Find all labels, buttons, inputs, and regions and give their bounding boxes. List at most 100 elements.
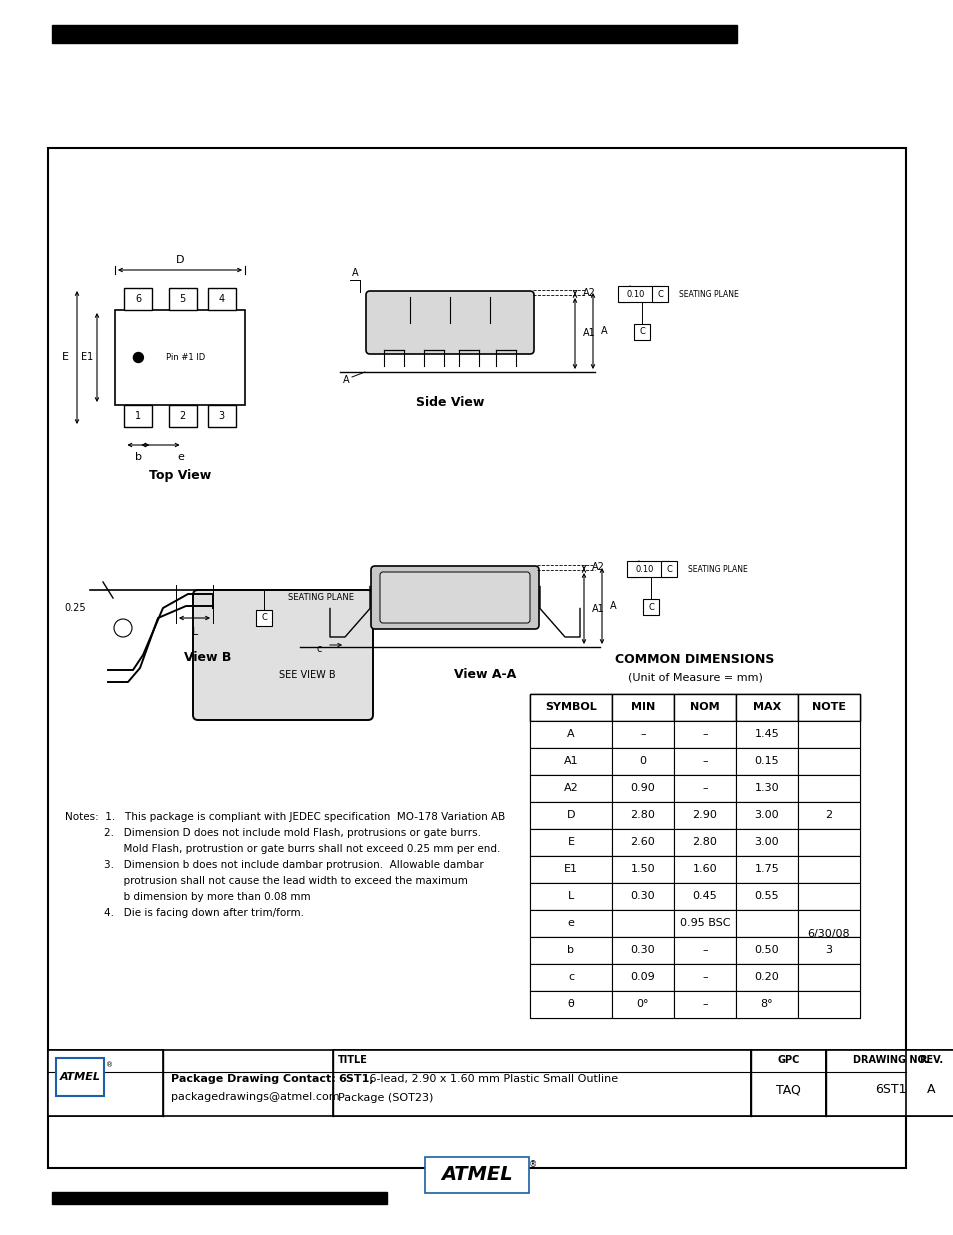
Bar — [660, 561, 677, 577]
Bar — [642, 599, 659, 615]
Text: E: E — [61, 352, 69, 363]
Text: θ: θ — [567, 999, 574, 1009]
Circle shape — [113, 619, 132, 637]
Text: 2.60: 2.60 — [630, 837, 655, 847]
Text: A: A — [609, 601, 616, 611]
Text: Pin #1 ID: Pin #1 ID — [166, 353, 206, 362]
Text: SYMBOL: SYMBOL — [544, 703, 597, 713]
Bar — [530, 965, 859, 990]
Text: 2: 2 — [179, 411, 186, 421]
Text: 0°: 0° — [636, 999, 649, 1009]
Text: 1.45: 1.45 — [754, 730, 779, 740]
Bar — [673, 856, 735, 883]
Bar — [530, 937, 859, 965]
Text: A2: A2 — [563, 783, 578, 794]
Bar — [673, 802, 735, 829]
Text: SEE VIEW B: SEE VIEW B — [278, 671, 335, 680]
Bar — [115, 310, 245, 405]
Text: 2.80: 2.80 — [630, 810, 655, 820]
Text: DRAWING NO.: DRAWING NO. — [852, 1055, 928, 1065]
Text: A2: A2 — [592, 562, 604, 573]
Bar — [48, 148, 905, 1168]
Text: L: L — [567, 892, 574, 902]
Bar — [530, 937, 612, 965]
Text: A: A — [567, 730, 575, 740]
Text: –: – — [701, 783, 707, 794]
Text: C: C — [647, 603, 653, 611]
Bar — [208, 405, 235, 427]
Text: A: A — [925, 1083, 934, 1097]
Text: b: b — [567, 946, 574, 956]
Text: 6/30/08: 6/30/08 — [806, 929, 849, 939]
Bar — [530, 990, 859, 1018]
Text: (Unit of Measure = mm): (Unit of Measure = mm) — [627, 673, 761, 683]
Text: C: C — [657, 289, 662, 299]
Bar — [735, 910, 797, 937]
Circle shape — [133, 352, 143, 363]
Bar — [735, 802, 797, 829]
Bar — [530, 883, 859, 910]
Bar — [735, 829, 797, 856]
Bar — [673, 694, 735, 721]
Bar — [797, 721, 859, 748]
Bar — [530, 829, 859, 856]
Text: 3.   Dimension b does not include dambar protrusion.  Allowable dambar: 3. Dimension b does not include dambar p… — [65, 860, 483, 869]
Bar — [530, 721, 612, 748]
Text: C: C — [665, 564, 671, 573]
Text: A1: A1 — [563, 757, 578, 767]
Bar — [612, 937, 673, 965]
Text: TAQ: TAQ — [775, 1083, 801, 1097]
Bar — [530, 910, 859, 937]
Text: GPC: GPC — [777, 1055, 799, 1065]
Bar — [530, 694, 612, 721]
Text: L: L — [192, 627, 198, 637]
Bar — [530, 748, 859, 776]
Bar — [651, 287, 667, 303]
Text: E1: E1 — [563, 864, 578, 874]
Bar — [735, 965, 797, 990]
Text: 0.15: 0.15 — [754, 757, 779, 767]
Bar — [612, 856, 673, 883]
FancyBboxPatch shape — [193, 590, 373, 720]
Bar — [52, 25, 737, 43]
Bar — [797, 694, 859, 721]
Text: 2.90: 2.90 — [692, 810, 717, 820]
Bar — [673, 883, 735, 910]
Text: C: C — [639, 327, 644, 336]
Text: NOTE: NOTE — [811, 703, 845, 713]
Text: A2: A2 — [582, 288, 596, 298]
Bar — [530, 856, 612, 883]
Text: A: A — [352, 268, 358, 278]
Text: 0.25: 0.25 — [64, 603, 86, 613]
Bar — [169, 405, 196, 427]
Bar — [612, 910, 673, 937]
Text: 3: 3 — [824, 946, 832, 956]
Text: MAX: MAX — [752, 703, 781, 713]
Bar — [48, 1050, 905, 1116]
Text: 3: 3 — [218, 411, 224, 421]
Bar — [530, 802, 859, 829]
Bar — [673, 829, 735, 856]
Text: Notes:  1.   This package is compliant with JEDEC specification  MO-178 Variatio: Notes: 1. This package is compliant with… — [65, 811, 505, 823]
FancyBboxPatch shape — [371, 566, 538, 629]
Text: –: – — [701, 972, 707, 983]
Text: A: A — [343, 375, 350, 385]
Text: 8°: 8° — [760, 999, 773, 1009]
Text: 3.00: 3.00 — [754, 837, 779, 847]
Bar — [797, 856, 859, 883]
Text: e: e — [567, 919, 574, 929]
Bar — [735, 937, 797, 965]
Bar — [673, 937, 735, 965]
Text: SEATING PLANE: SEATING PLANE — [687, 564, 747, 574]
Bar — [56, 1058, 104, 1095]
Text: 0.10: 0.10 — [626, 289, 644, 299]
Text: E1: E1 — [81, 352, 92, 363]
Text: 1.60: 1.60 — [692, 864, 717, 874]
Text: 6: 6 — [135, 294, 141, 304]
Text: 4: 4 — [218, 294, 224, 304]
Text: 5: 5 — [179, 294, 186, 304]
Bar — [530, 910, 612, 937]
Text: A1: A1 — [592, 604, 604, 614]
Text: 0.30: 0.30 — [630, 946, 655, 956]
Text: –: – — [701, 999, 707, 1009]
